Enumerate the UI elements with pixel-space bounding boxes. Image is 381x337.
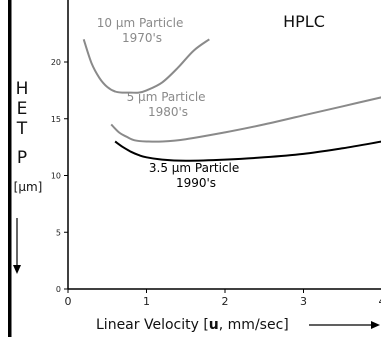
x-tick-label: 3 [300,295,307,308]
y-tick-label: 5 [56,228,61,237]
y-axis-arrow-head [13,265,21,274]
series-label-10um: 10 µm Particle 1970's [97,16,187,45]
x-tick-label: 4 [379,295,381,308]
y-tick-label: 10 [51,172,61,181]
y-axis-letter-t: T [16,119,28,139]
series-label-5um: 5 µm Particle 1980's [127,90,210,119]
y-tick-label: 20 [51,58,61,67]
x-axis-label: Linear Velocity [u, mm/sec] [96,317,289,333]
y-tick-label: 0 [56,285,61,294]
y-axis-letter-p: P [17,148,27,168]
x-tick-label: 1 [143,295,150,308]
y-axis-letter-h: H [16,79,29,99]
series-curve-5um [110,96,381,143]
x-tick-label: 2 [222,295,229,308]
series-curve-3-5um [114,140,381,162]
y-axis-letter-e: E [17,99,28,119]
y-tick-label: 15 [51,115,61,124]
series-curve-10um [82,38,210,94]
x-axis-arrow-head [371,321,380,329]
left-frame-bar [8,0,12,337]
y-axis-unit: [µm] [14,180,43,194]
x-tick-label: 0 [65,295,72,308]
axis-ticks: 0 1 2 3 4 0 5 10 15 20 [51,58,381,308]
chart-title: HPLC [283,12,325,31]
curves [82,38,381,162]
series-label-3-5um: 3.5 µm Particle 1990's [149,161,243,190]
